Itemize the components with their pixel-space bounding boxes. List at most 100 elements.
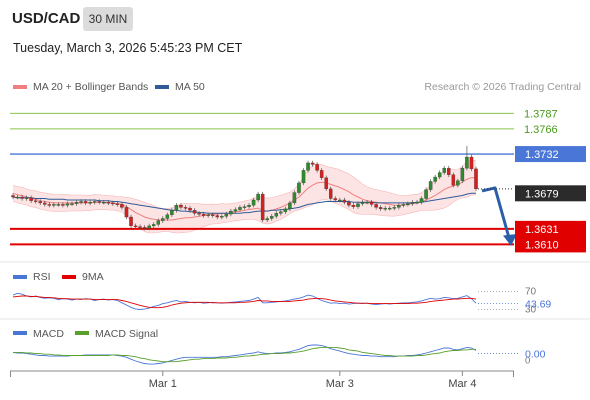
candle-body bbox=[319, 170, 324, 178]
candle-body bbox=[460, 167, 465, 181]
candle-body bbox=[265, 218, 269, 221]
rsi-line bbox=[12, 292, 477, 310]
rsi-legend: RSI 9MA bbox=[13, 271, 104, 283]
candle-body bbox=[170, 210, 174, 215]
candle-body bbox=[292, 192, 297, 204]
candle-body bbox=[47, 204, 52, 206]
candle-body bbox=[142, 227, 147, 229]
candle-body bbox=[456, 180, 460, 186]
candle-body bbox=[11, 195, 15, 198]
candle-body bbox=[233, 209, 238, 212]
candle-body bbox=[20, 196, 24, 199]
rsi-ma-line bbox=[12, 295, 477, 309]
candle-body bbox=[433, 176, 437, 182]
candle-body bbox=[201, 213, 206, 216]
candle-body bbox=[92, 201, 97, 203]
resistance-label: 1.3766 bbox=[524, 124, 558, 136]
candle-body bbox=[260, 193, 265, 221]
candle-body bbox=[356, 203, 360, 207]
x-axis-tick-label: Mar 3 bbox=[326, 378, 354, 390]
candle-body bbox=[474, 168, 478, 190]
bollinger-band-fill bbox=[13, 160, 476, 233]
forecast-arrow-line bbox=[481, 186, 512, 242]
candle-body bbox=[188, 207, 192, 211]
candle-body bbox=[165, 214, 170, 219]
ma50-legend-swatch bbox=[155, 85, 169, 89]
candle-body bbox=[315, 164, 319, 171]
candle-body bbox=[15, 196, 20, 199]
macd-last-value: 0.00 bbox=[525, 349, 546, 361]
rsi-legend-label: RSI bbox=[33, 271, 51, 283]
candle-body bbox=[24, 197, 29, 199]
bollinger-legend-label: MA 20 + Bollinger Bands bbox=[33, 81, 148, 93]
copyright-text: Research © 2026 Trading Central bbox=[424, 81, 581, 93]
candle-body bbox=[306, 162, 310, 171]
candle-body bbox=[247, 205, 251, 207]
candle-body bbox=[174, 205, 179, 211]
candle-body bbox=[52, 204, 56, 206]
candle-body bbox=[451, 174, 456, 186]
macd-signal-line bbox=[13, 346, 476, 363]
candle-body bbox=[56, 204, 61, 206]
timestamp: Tuesday, March 3, 2026 5:45:23 PM CET bbox=[13, 41, 243, 55]
last-label: 1.3679 bbox=[525, 188, 559, 200]
candle-body bbox=[229, 210, 233, 215]
candle-body bbox=[397, 205, 401, 208]
candle-body bbox=[406, 203, 410, 205]
interval-button[interactable]: 30 MIN bbox=[83, 7, 133, 31]
candle-body bbox=[206, 214, 210, 216]
candle-body bbox=[61, 204, 65, 206]
x-axis-tick-label: Mar 1 bbox=[149, 378, 177, 390]
pivot-label-box bbox=[515, 146, 586, 163]
candle-body bbox=[288, 202, 292, 210]
candle-body bbox=[192, 210, 197, 214]
candle-body bbox=[324, 177, 328, 190]
candle-body bbox=[269, 216, 274, 219]
macd-signal-legend-label: MACD Signal bbox=[95, 328, 158, 340]
candle-body bbox=[43, 202, 47, 205]
candle-body bbox=[224, 213, 229, 217]
forecast-arrow-head bbox=[503, 234, 517, 246]
rsi-tick-label: 30 bbox=[525, 305, 537, 316]
candle-body bbox=[129, 216, 133, 227]
candle-body bbox=[74, 202, 79, 204]
candle-body bbox=[437, 172, 442, 178]
candle-body bbox=[111, 202, 115, 205]
bollinger-legend-swatch bbox=[13, 85, 27, 89]
candle-body bbox=[428, 181, 433, 190]
candle-body bbox=[279, 211, 283, 214]
support-label: 1.3631 bbox=[525, 224, 559, 236]
candle-body bbox=[133, 225, 138, 228]
candle-body bbox=[388, 207, 392, 210]
candle-body bbox=[65, 203, 70, 206]
candle-body bbox=[156, 220, 161, 225]
candle-body bbox=[351, 205, 356, 207]
candle-body bbox=[310, 162, 315, 165]
candle-body bbox=[328, 188, 333, 199]
macd-line bbox=[12, 344, 477, 365]
support-label: 1.3610 bbox=[525, 239, 559, 251]
last-label-box bbox=[515, 185, 586, 202]
x-axis: Mar 1 Mar 3 Mar 4 bbox=[10, 370, 514, 390]
x-axis-tick-label: Mar 4 bbox=[448, 378, 476, 390]
support-label-box bbox=[515, 236, 586, 253]
candle-body bbox=[242, 206, 247, 208]
candle-body bbox=[88, 202, 92, 204]
candle-body bbox=[106, 202, 111, 204]
candle-body bbox=[360, 202, 365, 204]
candle-body bbox=[220, 216, 224, 218]
candle-body bbox=[197, 213, 201, 215]
macd-legend-swatch bbox=[13, 331, 27, 335]
candle-body bbox=[383, 207, 387, 210]
rsi-ma-legend-label: 9MA bbox=[82, 271, 104, 283]
candle-body bbox=[369, 202, 374, 205]
candle-body bbox=[179, 205, 183, 208]
candle-body bbox=[102, 202, 106, 204]
candle-body bbox=[301, 170, 306, 184]
candle-body bbox=[338, 199, 342, 202]
candle-body bbox=[33, 200, 38, 202]
bollinger-upper-line bbox=[12, 160, 477, 209]
rsi-tick-label: 70 bbox=[525, 287, 537, 298]
macd-legend: MACD MACD Signal bbox=[13, 328, 158, 340]
